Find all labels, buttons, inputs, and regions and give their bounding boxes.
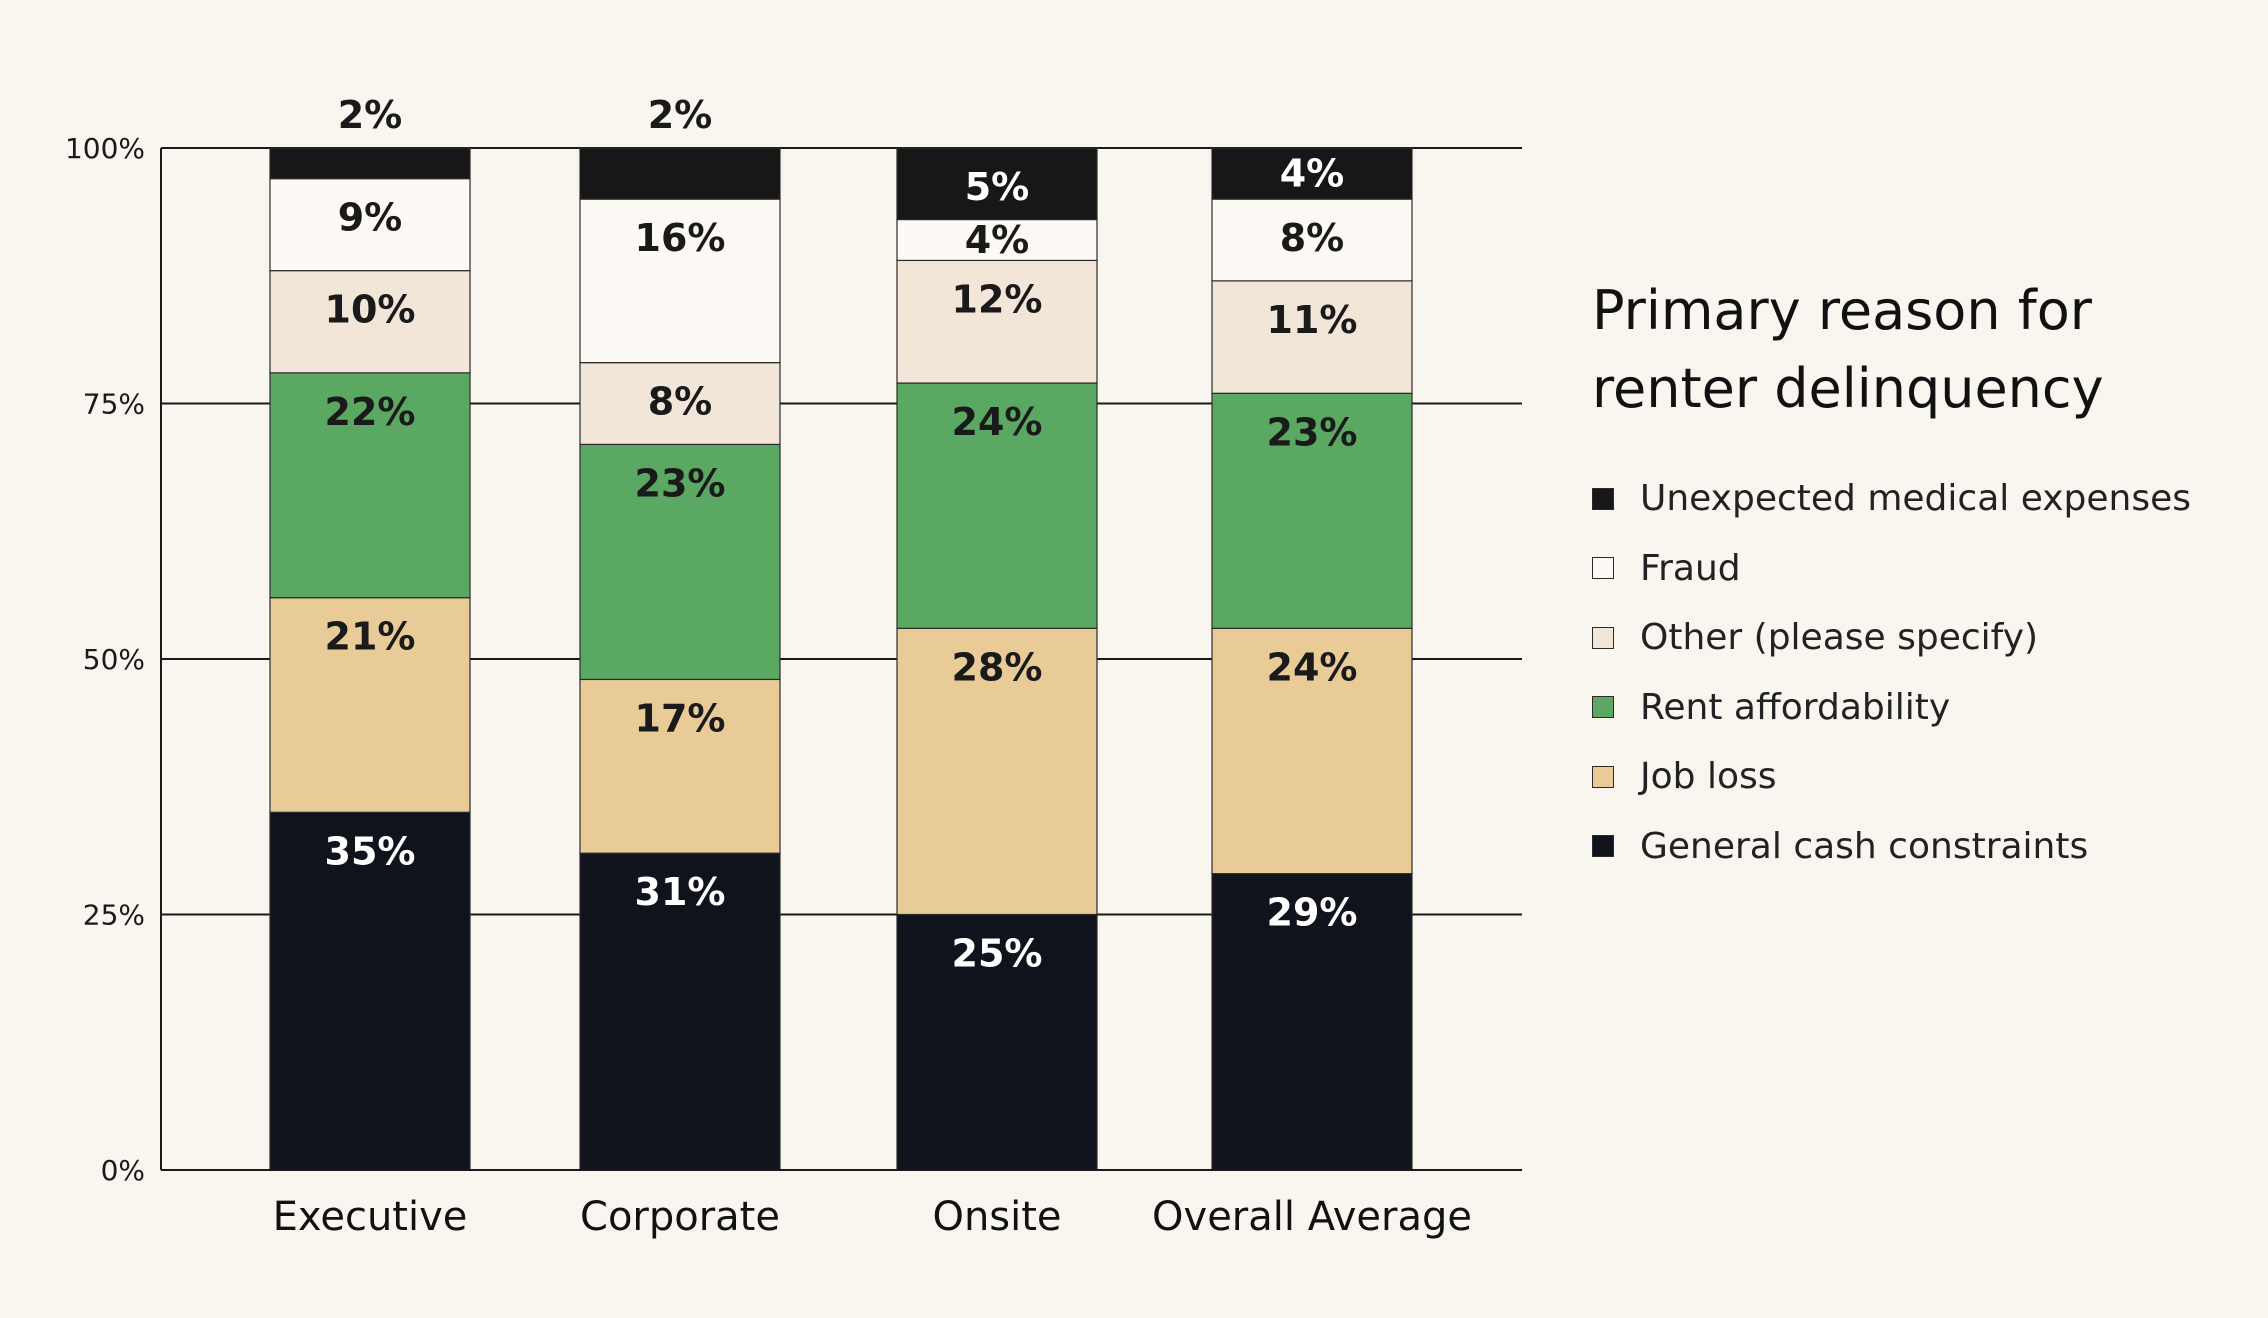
data-label: 28%	[952, 645, 1043, 689]
bar-segment	[579, 443, 781, 681]
bar-segment	[1211, 627, 1413, 875]
bar-segment	[579, 198, 781, 364]
legend-entry: Unexpected medical expenses	[1592, 464, 2252, 534]
legend-items: Unexpected medical expenses Fraud Other (p…	[1592, 464, 2252, 881]
data-labels: 35% 21% 22% 10% 9% 2% 31% 17% 23% 8% 16% 2% 25% 28% 24…	[325, 93, 1358, 976]
bar-segment	[896, 627, 1098, 916]
bar-segment	[579, 852, 781, 1171]
data-label: 9%	[338, 196, 403, 240]
bar-segment	[1211, 198, 1413, 282]
category-label: Executive	[273, 1194, 468, 1240]
category-label: Onsite	[932, 1194, 1061, 1240]
legend-entry: Rent affordability	[1592, 673, 2252, 743]
data-label: 2%	[648, 93, 713, 137]
data-label: 11%	[1267, 298, 1358, 342]
data-label: 25%	[952, 932, 1043, 976]
bar-segment	[269, 811, 471, 1171]
legend-entry: Fraud	[1592, 534, 2252, 604]
bar-segment	[896, 147, 1098, 221]
bar-segment	[1211, 147, 1413, 200]
legend-swatch	[1592, 626, 1614, 649]
axes: 0% 25% 50% 75% 100% Executive Corporate Onsite O…	[65, 132, 1522, 1240]
data-label: 4%	[965, 218, 1030, 262]
legend-entry: Job loss	[1592, 742, 2252, 812]
bar-segment	[269, 597, 471, 813]
data-label: 23%	[635, 461, 726, 505]
data-label: 29%	[1267, 891, 1358, 935]
data-label: 16%	[635, 216, 726, 260]
data-label: 24%	[952, 400, 1043, 444]
y-tick-label: 75%	[83, 388, 145, 421]
legend-entry: General cash constraints	[1592, 812, 2252, 882]
bar-segment	[1211, 280, 1413, 394]
data-label: 23%	[1267, 410, 1358, 454]
bar-segment	[579, 678, 781, 854]
legend-swatch	[1592, 487, 1614, 510]
data-label: 12%	[952, 277, 1043, 321]
bar-segment	[896, 382, 1098, 629]
y-tick-label: 0%	[101, 1154, 145, 1187]
category-label: Corporate	[580, 1194, 780, 1240]
bar-segment	[1211, 392, 1413, 629]
bar-segment	[896, 218, 1098, 262]
legend-swatch	[1592, 835, 1614, 858]
legend-swatch	[1592, 765, 1614, 788]
bar-segment	[269, 147, 471, 180]
legend-label: Fraud	[1640, 547, 1741, 589]
data-label: 17%	[635, 696, 726, 740]
category-label: Overall Average	[1152, 1194, 1472, 1240]
bar-segment	[579, 147, 781, 200]
bar-segment	[269, 372, 471, 599]
legend-swatch	[1592, 557, 1614, 580]
bar-segment	[896, 913, 1098, 1171]
legend-label: Rent affordability	[1640, 686, 1951, 728]
data-label: 35%	[325, 829, 416, 873]
data-label: 8%	[648, 380, 713, 424]
y-tick-label: 100%	[65, 132, 145, 165]
legend-label: Job loss	[1640, 756, 1777, 798]
bar-segment	[896, 259, 1098, 384]
data-label: 31%	[635, 870, 726, 914]
data-label: 10%	[325, 288, 416, 332]
bar-segment	[579, 362, 781, 445]
legend-label: Other (please specify)	[1640, 617, 2039, 659]
legend-label: General cash constraints	[1640, 825, 2089, 867]
legend: Primary reason for renter delinquency Un…	[1592, 272, 2252, 881]
data-label: 24%	[1267, 645, 1358, 689]
bar-segment	[1211, 873, 1413, 1171]
chart-title: Primary reason for renter delinquency	[1592, 279, 2104, 420]
legend-label: Unexpected medical expenses	[1640, 478, 2192, 520]
data-label: 8%	[1280, 216, 1345, 260]
legend-swatch	[1592, 696, 1614, 719]
data-label: 2%	[338, 93, 403, 137]
legend-entry: Other (please specify)	[1592, 603, 2252, 673]
data-label: 22%	[325, 390, 416, 434]
bars	[269, 147, 1413, 1171]
data-label: 5%	[965, 165, 1030, 209]
data-label: 21%	[325, 615, 416, 659]
y-tick-label: 25%	[83, 899, 145, 932]
y-tick-label: 50%	[83, 643, 145, 676]
data-label: 4%	[1280, 152, 1345, 196]
